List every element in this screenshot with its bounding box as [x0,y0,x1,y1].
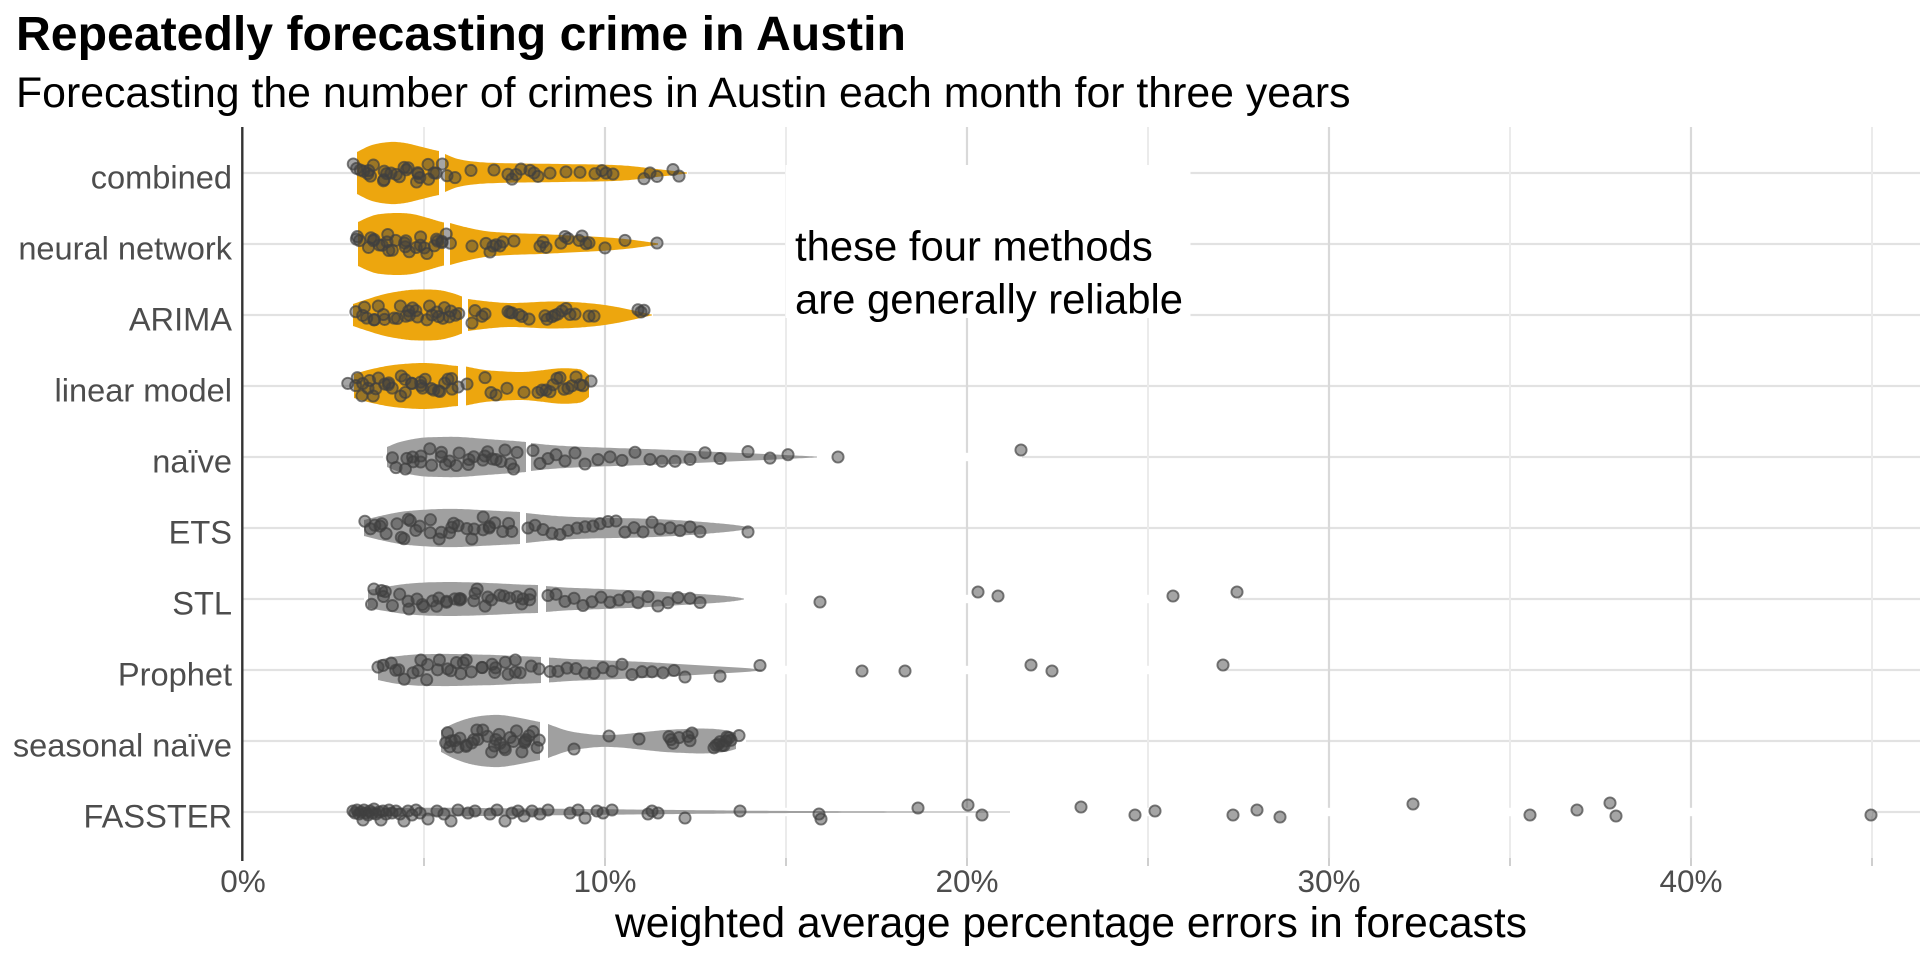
svg-text:combined: combined [91,159,232,196]
svg-text:linear model: linear model [55,372,232,409]
svg-text:are generally reliable: are generally reliable [795,276,1183,323]
svg-text:FASSTER: FASSTER [84,798,232,835]
svg-text:ARIMA: ARIMA [129,301,232,338]
svg-text:STL: STL [172,585,232,622]
svg-text:seasonal naïve: seasonal naïve [13,727,232,764]
svg-text:Forecasting the number of crim: Forecasting the number of crimes in Aust… [16,69,1350,117]
svg-text:Prophet: Prophet [118,656,232,693]
svg-text:40%: 40% [1659,863,1722,899]
svg-text:Repeatedly forecasting crime i: Repeatedly forecasting crime in Austin [16,7,906,61]
svg-text:naïve: naïve [152,443,232,480]
svg-text:20%: 20% [935,863,998,899]
svg-text:0%: 0% [220,863,266,899]
svg-text:10%: 10% [573,863,636,899]
svg-text:30%: 30% [1297,863,1360,899]
svg-text:these four methods: these four methods [795,223,1153,270]
svg-text:weighted average percentage er: weighted average percentage errors in fo… [614,900,1527,947]
svg-text:neural network: neural network [18,230,232,267]
svg-text:ETS: ETS [169,514,232,551]
